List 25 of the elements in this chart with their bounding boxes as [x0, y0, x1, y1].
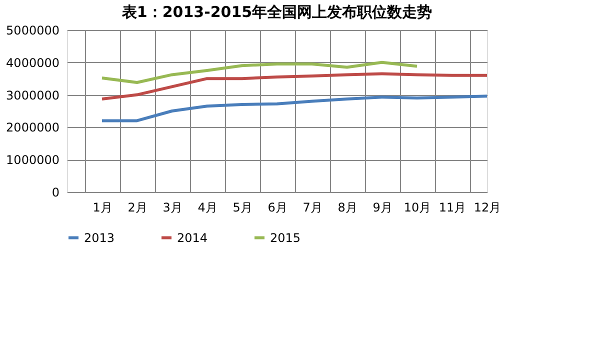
y-tick-label: 3000000: [6, 88, 60, 102]
x-tick-label: 9月: [372, 200, 392, 214]
x-tick-label: 3月: [162, 200, 182, 214]
chart-title: 表1：2013-2015年全国网上发布职位数走势: [120, 3, 432, 21]
x-tick-label: 6月: [268, 200, 288, 214]
x-tick-label: 11月: [438, 200, 466, 214]
x-tick-label: 1月: [92, 200, 112, 214]
y-tick-label: 2000000: [6, 120, 60, 135]
line-series: [100, 72, 488, 101]
x-tick-label: 4月: [198, 200, 218, 214]
y-tick-label: 0: [52, 186, 60, 200]
x-tick-label: 12月: [474, 200, 502, 214]
y-tick-label: 5000000: [6, 24, 60, 38]
y-tick-label: 1000000: [6, 153, 60, 168]
line-series: [100, 60, 418, 84]
x-tick-label: 8月: [338, 200, 358, 214]
x-tick-label: 10月: [404, 200, 432, 214]
legend-label: 2014: [177, 230, 208, 245]
legend-label: 2015: [270, 230, 301, 245]
line-series: [100, 94, 488, 122]
x-tick-label: 5月: [232, 200, 252, 214]
y-tick-label: 4000000: [6, 56, 60, 70]
x-tick-label: 7月: [302, 200, 322, 214]
legend-label: 2013: [84, 230, 115, 245]
x-tick-label: 2月: [128, 200, 148, 214]
